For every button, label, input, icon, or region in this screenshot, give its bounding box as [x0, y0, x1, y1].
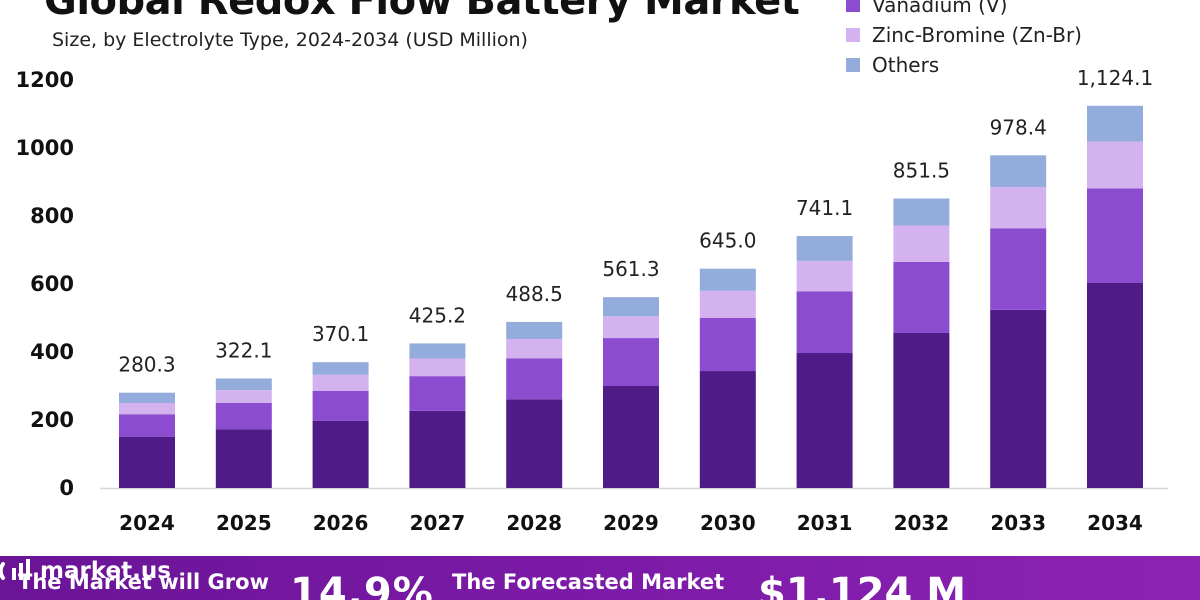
footer-forecast-label: The Forecasted Market: [452, 570, 725, 594]
x-tick-label: 2033: [990, 511, 1046, 535]
bar-segment: [1087, 282, 1143, 488]
legend-item-others: Others: [846, 50, 1082, 80]
legend-label-vanadium: Vanadium (V): [872, 0, 1008, 17]
bar-segment: [215, 403, 272, 430]
bar-segment: [506, 339, 563, 359]
bar-segment: [312, 374, 369, 391]
bar-segment: [215, 429, 272, 488]
bar-segment: [990, 187, 1047, 229]
legend-swatch-vanadium: [846, 0, 860, 12]
footer-cagr-value: 14.9%: [290, 570, 434, 600]
bar-segment: [1087, 141, 1143, 189]
bar-segment: [1087, 188, 1143, 283]
total-data-label: 1,124.1: [1077, 66, 1153, 90]
total-data-label: 488.5: [506, 282, 563, 306]
bar-segment: [119, 414, 175, 437]
bar-segment: [409, 343, 466, 359]
bar-segment: [699, 268, 756, 291]
bar-segment: [990, 309, 1047, 488]
bar-segment: [409, 376, 466, 411]
x-tick-label: 2030: [700, 511, 756, 535]
bar-segment: [796, 260, 853, 292]
bar-segment: [215, 378, 272, 391]
bar-segment: [990, 155, 1047, 188]
bar-segment: [603, 386, 659, 488]
bar-segment: [699, 371, 756, 488]
y-tick-label: 1000: [16, 136, 74, 160]
bar-segment: [215, 390, 272, 403]
footer-banner: The Market will Grow 14.9% The Forecaste…: [0, 556, 1200, 600]
footer-grow-label: The Market will Grow: [18, 570, 269, 594]
legend-item-vanadium: Vanadium (V): [846, 0, 1082, 20]
x-tick-label: 2024: [119, 511, 175, 535]
x-tick-label: 2031: [797, 511, 853, 535]
bar-segment: [506, 358, 563, 400]
y-tick-label: 1200: [16, 68, 74, 92]
x-tick-label: 2032: [894, 511, 950, 535]
bar-segment: [506, 399, 563, 488]
bar-segment: [119, 403, 175, 415]
x-tick-label: 2027: [410, 511, 466, 535]
brand-name: market.us: [40, 558, 171, 584]
total-data-label: 561.3: [602, 257, 659, 281]
chart-title: Global Redox Flow Battery Market: [44, 0, 800, 24]
total-data-label: 645.0: [699, 229, 756, 253]
bar-segment: [893, 261, 950, 333]
legend-item-zinc-bromine: Zinc-Bromine (Zn-Br): [846, 20, 1082, 50]
total-data-label: 851.5: [893, 158, 950, 182]
bar-segment: [312, 420, 369, 488]
total-data-label: 425.2: [409, 303, 466, 327]
legend-label-others: Others: [872, 53, 940, 77]
bar-segment: [893, 198, 950, 226]
chart-subtitle: Size, by Electrolyte Type, 2024-2034 (US…: [52, 29, 528, 51]
x-tick-label: 2029: [603, 511, 659, 535]
x-tick-label: 2034: [1087, 511, 1143, 535]
footer-market-size: $1,124 M: [758, 570, 967, 600]
bar-segment: [1087, 105, 1143, 142]
market-us-logo-icon: [0, 559, 30, 580]
x-tick-label: 2025: [216, 511, 272, 535]
bar-segment: [409, 410, 466, 488]
bar-segment: [796, 236, 853, 261]
bar-segment: [699, 290, 756, 318]
bar-segment: [312, 362, 369, 375]
y-tick-label: 400: [30, 340, 74, 364]
bar-segment: [796, 291, 853, 354]
bar-segment: [312, 390, 369, 421]
bar-segment: [119, 392, 175, 403]
total-data-label: 741.1: [796, 196, 853, 220]
bar-segment: [990, 228, 1047, 310]
brand[interactable]: market.us: [0, 556, 1200, 586]
total-data-label: 322.1: [215, 338, 272, 362]
legend: Vanadium (V) Zinc-Bromine (Zn-Br) Others: [846, 0, 1082, 80]
y-tick-label: 600: [30, 272, 74, 296]
legend-swatch-zinc-bromine: [846, 28, 860, 42]
total-data-label: 978.4: [990, 115, 1047, 139]
y-tick-label: 0: [59, 476, 74, 500]
bar-segment: [603, 338, 659, 386]
bar-segment: [796, 353, 853, 488]
bar-segment: [119, 436, 175, 488]
y-tick-label: 800: [30, 204, 74, 228]
bar-segment: [506, 321, 563, 340]
total-data-label: 370.1: [312, 322, 369, 346]
legend-label-zinc-bromine: Zinc-Bromine (Zn-Br): [872, 23, 1082, 47]
bar-segment: [603, 316, 659, 339]
bar-segment: [699, 318, 756, 372]
x-tick-label: 2026: [313, 511, 369, 535]
bar-segment: [893, 332, 950, 488]
x-tick-label: 2028: [506, 511, 562, 535]
y-tick-label: 200: [30, 408, 74, 432]
total-data-label: 280.3: [118, 353, 175, 377]
bar-segment: [603, 297, 659, 317]
legend-swatch-others: [846, 58, 860, 72]
bar-segment: [409, 358, 466, 377]
stacked-bar-chart: 0 200 400 600 800 1000 1200 280.3 2024 322.1 2025 3…: [16, 66, 1168, 535]
bar-segment: [893, 225, 950, 262]
